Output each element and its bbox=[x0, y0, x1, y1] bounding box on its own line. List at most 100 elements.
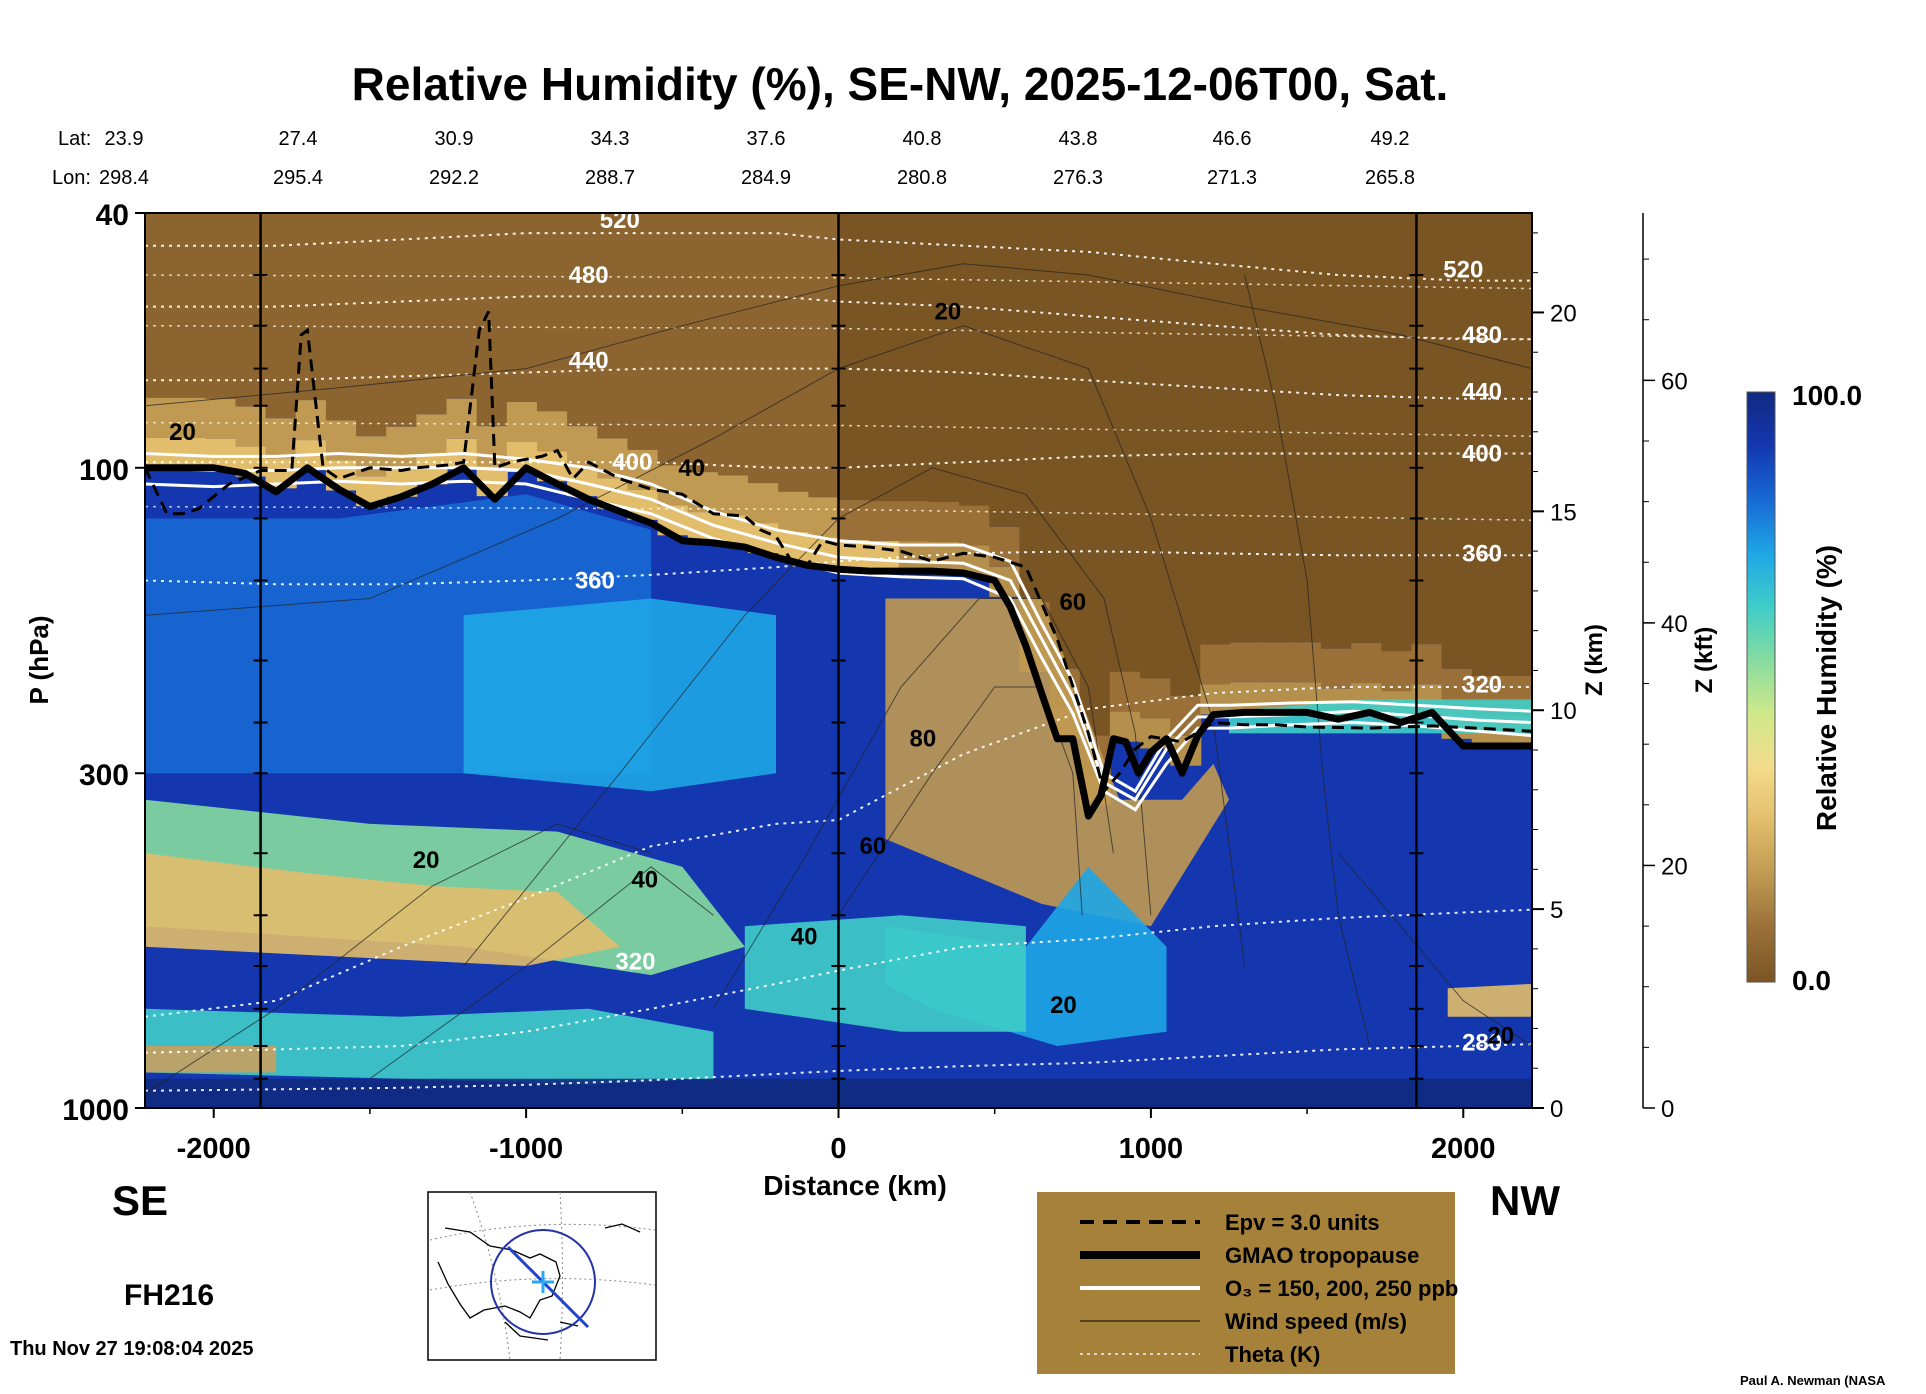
plot-area: 5204804404003603205204804404003603202802… bbox=[145, 213, 1532, 1108]
rh-cell bbox=[1019, 213, 1051, 602]
x-axis-label: Distance (km) bbox=[763, 1170, 947, 1201]
wind-label: 20 bbox=[169, 419, 196, 446]
theta-label: 360 bbox=[575, 568, 615, 595]
rh-cell bbox=[476, 426, 508, 467]
z-kft-tick-label: 20 bbox=[1661, 853, 1688, 880]
colorbar-label: Relative Humidity (%) bbox=[1811, 545, 1842, 831]
rh-cell bbox=[536, 411, 569, 452]
lon-label: Lon: bbox=[52, 167, 91, 189]
rh-cell bbox=[838, 213, 870, 501]
lat-value: 40.8 bbox=[903, 128, 942, 150]
wind-label: 60 bbox=[860, 833, 887, 860]
rh-cell bbox=[1320, 648, 1353, 689]
lon-value: 276.3 bbox=[1053, 167, 1103, 189]
z-km-tick-label: 5 bbox=[1550, 897, 1563, 924]
rh-cell bbox=[295, 400, 327, 441]
theta-contour bbox=[145, 550, 1532, 586]
lon-value: 265.8 bbox=[1365, 167, 1415, 189]
theta-label: 360 bbox=[1462, 540, 1502, 567]
rh-cell bbox=[748, 213, 780, 484]
p-tick-label: 100 bbox=[79, 454, 129, 487]
rh-cell bbox=[476, 213, 508, 427]
z-km-label: Z (km) bbox=[1581, 624, 1608, 696]
rh-cell bbox=[627, 213, 659, 450]
rh-cell bbox=[1320, 213, 1353, 649]
theta-label: 440 bbox=[569, 348, 609, 375]
rh-patch bbox=[885, 598, 1229, 927]
theta-label: 400 bbox=[1462, 441, 1502, 468]
wind-label: 40 bbox=[791, 924, 818, 951]
rh-cell bbox=[959, 213, 991, 506]
rh-cell bbox=[868, 501, 900, 542]
theta-label: 320 bbox=[1462, 671, 1502, 698]
wind-contour bbox=[1244, 274, 1371, 1047]
lat-value: 43.8 bbox=[1059, 128, 1098, 150]
se-label: SE bbox=[112, 1177, 168, 1224]
theta-label: 480 bbox=[1462, 322, 1502, 349]
theta-contour bbox=[145, 295, 1532, 341]
rh-cell bbox=[446, 213, 478, 399]
wind-contour bbox=[145, 263, 1532, 407]
rh-cell bbox=[265, 213, 297, 419]
z-km-tick-label: 10 bbox=[1550, 698, 1577, 725]
rh-cell bbox=[506, 402, 538, 443]
wind-label: 40 bbox=[631, 867, 658, 894]
colorbar bbox=[1746, 391, 1776, 983]
lat-value: 34.3 bbox=[591, 128, 630, 150]
rh-cell bbox=[808, 213, 840, 498]
theta-label: 280 bbox=[1462, 1029, 1502, 1056]
chart-title: Relative Humidity (%), SE-NW, 2025-12-06… bbox=[352, 58, 1449, 110]
rh-cell bbox=[175, 397, 207, 438]
o3-contour bbox=[145, 479, 1532, 812]
rh-patch bbox=[1447, 983, 1532, 1017]
nw-label: NW bbox=[1490, 1177, 1560, 1224]
rh-cell bbox=[928, 213, 961, 502]
rh-cell bbox=[356, 213, 388, 437]
z-km-axis: 0 5 10 15 20 bbox=[1531, 213, 1577, 1123]
z-km-tick-label: 15 bbox=[1550, 499, 1577, 526]
theta-contour bbox=[145, 1043, 1532, 1092]
rh-cell bbox=[898, 501, 930, 542]
rh-cell bbox=[205, 438, 237, 469]
lat-value: 27.4 bbox=[279, 128, 318, 150]
x-axis: -2000 -1000 0 1000 2000 bbox=[177, 1108, 1496, 1165]
rh-cell bbox=[1260, 213, 1292, 643]
legend-label: Theta (K) bbox=[1225, 1342, 1320, 1367]
rh-cell bbox=[1079, 213, 1111, 736]
wind-label: 80 bbox=[909, 726, 936, 753]
domain-circle bbox=[490, 1229, 596, 1335]
wind-contour bbox=[145, 823, 652, 1095]
rh-cell bbox=[1351, 213, 1383, 644]
theta-label: 440 bbox=[1462, 378, 1502, 405]
rh-cell bbox=[1200, 644, 1232, 685]
rh-cell bbox=[235, 213, 267, 407]
wind-contour bbox=[463, 467, 1152, 967]
pressure-axis: 40 100 300 1000 bbox=[62, 199, 145, 1127]
tropopause-line bbox=[145, 464, 1532, 820]
rh-patch bbox=[145, 1008, 714, 1085]
rh-cell bbox=[1230, 213, 1262, 643]
epv-contour bbox=[145, 310, 1532, 795]
rh-cell bbox=[778, 491, 810, 532]
wind-label: 20 bbox=[1050, 992, 1077, 1019]
wind-contour bbox=[145, 325, 1246, 967]
lat-value: 49.2 bbox=[1371, 128, 1410, 150]
wind-label: 20 bbox=[1487, 1022, 1514, 1049]
rh-cell bbox=[1140, 678, 1172, 719]
rh-cell bbox=[325, 213, 358, 421]
lon-value: 298.4 bbox=[99, 167, 149, 189]
coastline-icon bbox=[437, 1223, 641, 1341]
rh-cell bbox=[1200, 684, 1232, 715]
lon-value: 295.4 bbox=[273, 167, 323, 189]
x-tick-label: 1000 bbox=[1119, 1133, 1184, 1165]
z-km-tick-label: 20 bbox=[1550, 300, 1577, 327]
p-tick-label: 1000 bbox=[62, 1094, 129, 1127]
rh-cell bbox=[1109, 213, 1142, 672]
rh-cell bbox=[1441, 213, 1473, 669]
rh-cell bbox=[898, 213, 930, 502]
rh-cell bbox=[235, 406, 267, 447]
rh-cell bbox=[1351, 643, 1383, 684]
wind-contour bbox=[369, 866, 714, 1080]
rh-cell bbox=[657, 213, 689, 466]
